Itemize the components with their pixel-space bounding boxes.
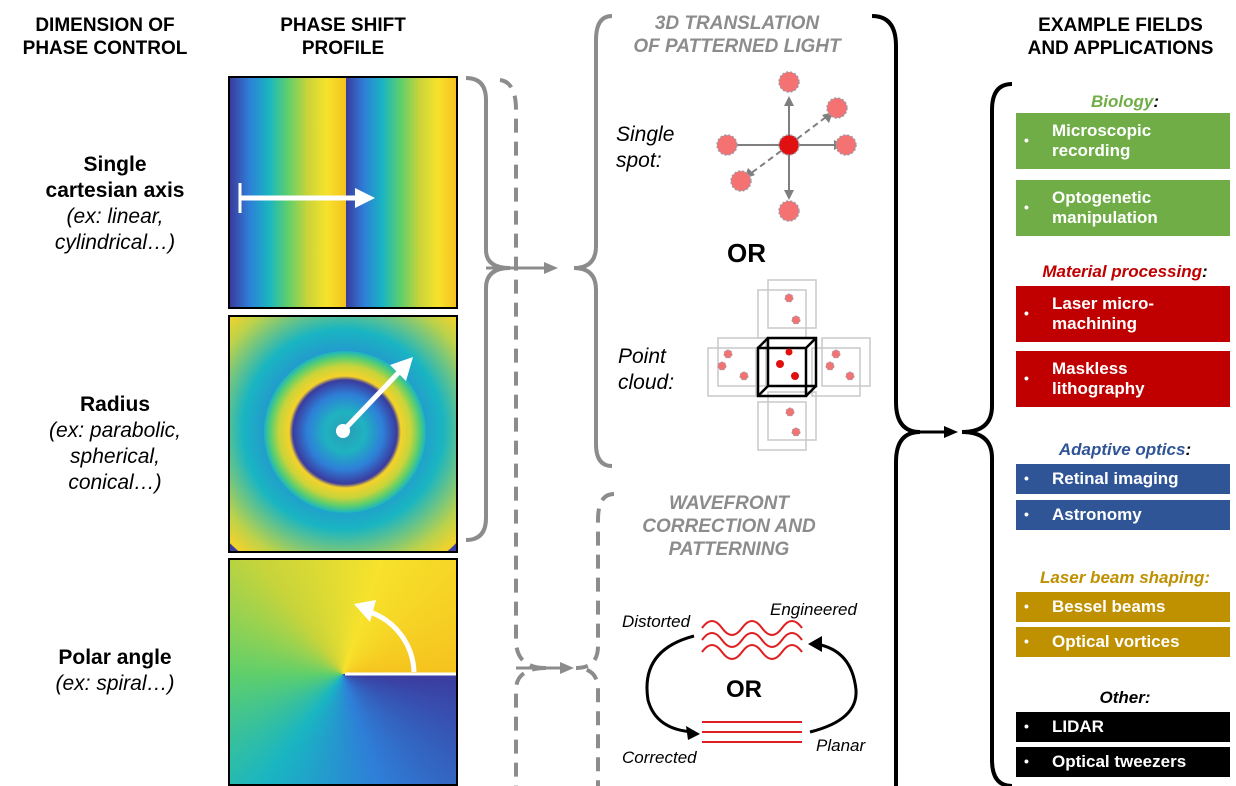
field-text: Optical tweezers [1052, 752, 1187, 771]
dimension-polar: Polar angle (ex: spiral…) [10, 645, 220, 697]
category-other-name: Other: [1099, 688, 1151, 707]
field-box-astronomy: Astronomy [1016, 500, 1230, 530]
translation-title-line2: OF PATTERNED LIGHT [633, 36, 841, 57]
dimension-polar-example: (ex: spiral…) [55, 672, 175, 695]
header-dimension-line1: DIMENSION OF [35, 15, 175, 36]
dimension-radius: Radius (ex: parabolic, spherical, conica… [10, 392, 220, 496]
dimension-radius-example1: (ex: parabolic, [49, 419, 181, 442]
field-text: Optical vortices [1052, 632, 1180, 651]
field-text-line2: recording [1052, 141, 1131, 160]
single-spot-label: Single spot: [616, 122, 674, 174]
header-fields: EXAMPLE FIELDS AND APPLICATIONS [1005, 14, 1236, 60]
dimension-radius-title: Radius [79, 393, 150, 416]
translation-title: 3D TRANSLATION OF PATTERNED LIGHT [612, 12, 862, 58]
field-text-line2: manipulation [1052, 208, 1158, 227]
engineered-label: Engineered [770, 600, 857, 619]
translation-title-line1: 3D TRANSLATION [654, 13, 820, 34]
spiral-phase [230, 560, 456, 784]
point-cloud-label: Point cloud: [618, 344, 674, 396]
wavefront-title-line3: PATTERNING [668, 539, 790, 560]
dimension-radius-example3: conical…) [68, 471, 162, 494]
category-adaptive-optics: Adaptive optics: [1012, 440, 1236, 460]
point-cloud-label-line1: Point [618, 345, 666, 368]
header-profile-line1: PHASE SHIFT [280, 15, 406, 36]
distorted-label: Distorted [622, 612, 691, 631]
dimension-cartesian-title1: Single [83, 153, 147, 176]
phase-panel-linear [228, 76, 458, 309]
field-box-lidar: LIDAR [1016, 712, 1230, 742]
single-spot-label-line2: spot: [616, 149, 662, 172]
single-spot-label-line1: Single [616, 123, 675, 146]
wavefront-or: OR [726, 676, 762, 703]
field-box-retinal-imaging: Retinal imaging [1016, 464, 1230, 494]
category-biology-name: Biology [1090, 92, 1154, 111]
category-material-suffix: : [1202, 262, 1208, 281]
header-dimension-line2: PHASE CONTROL [22, 38, 188, 59]
wavefront-title-line2: CORRECTION AND [642, 516, 816, 537]
category-other: Other: [1012, 688, 1236, 708]
category-adaptive-suffix: : [1185, 440, 1192, 459]
point-cloud-label-line2: cloud: [618, 371, 675, 394]
field-box-laser-micromachining: Laser micro-machining [1016, 286, 1230, 342]
header-dimension: DIMENSION OF PHASE CONTROL [0, 14, 210, 60]
field-text: Retinal imaging [1052, 469, 1179, 488]
category-beam-name: Laser beam shaping: [1039, 568, 1211, 587]
header-fields-line1: EXAMPLE FIELDS [1038, 15, 1203, 36]
planar-label: Planar [816, 736, 866, 755]
category-biology: Biology: [1012, 92, 1236, 112]
corrected-label: Corrected [622, 748, 697, 767]
category-laser-beam-shaping: Laser beam shaping: [1012, 568, 1236, 588]
category-adaptive-name: Adaptive optics [1058, 440, 1186, 459]
field-text: Astronomy [1052, 505, 1142, 524]
field-text-line2: lithography [1052, 379, 1145, 398]
translation-or: OR [727, 238, 766, 268]
field-text-line1: Laser micro- [1052, 294, 1155, 313]
dimension-cartesian-title2: cartesian axis [45, 179, 185, 202]
wavefront-title-line1: WAVEFRONT [669, 493, 789, 514]
field-box-optical-vortices: Optical vortices [1016, 627, 1230, 657]
field-text-line1: Maskless [1052, 359, 1128, 378]
dimension-polar-title: Polar angle [58, 646, 172, 669]
field-text: Bessel beams [1052, 597, 1166, 616]
category-material-name: Material processing [1042, 262, 1202, 281]
field-text-line1: Microscopic [1052, 121, 1152, 140]
header-profile: PHASE SHIFT PROFILE [243, 14, 443, 60]
linear-ramp-right [346, 78, 456, 307]
field-box-bessel-beams: Bessel beams [1016, 592, 1230, 622]
linear-arrow [238, 183, 375, 213]
category-material-processing: Material processing: [1012, 262, 1236, 282]
dimension-radius-example2: spherical, [70, 445, 160, 468]
header-fields-line2: AND APPLICATIONS [1027, 38, 1214, 59]
field-text: LIDAR [1052, 717, 1104, 736]
radial-arrow [336, 357, 413, 438]
linear-ramp-left [230, 78, 346, 307]
field-text-line1: Optogenetic [1052, 188, 1152, 207]
phase-panel-spiral [228, 558, 458, 786]
dimension-cartesian: Single cartesian axis (ex: linear, cylin… [10, 152, 220, 256]
phase-panel-radial [228, 315, 458, 553]
category-biology-suffix: : [1153, 92, 1159, 111]
dimension-cartesian-example2: cylindrical…) [54, 231, 176, 254]
header-profile-line2: PROFILE [301, 38, 385, 59]
field-box-optical-tweezers: Optical tweezers [1016, 747, 1230, 777]
field-text-line2: machining [1052, 314, 1138, 333]
spiral-arrow [345, 600, 456, 676]
wavefront-title: WAVEFRONT CORRECTION AND PATTERNING [604, 492, 854, 561]
dimension-cartesian-example1: (ex: linear, [66, 205, 164, 228]
